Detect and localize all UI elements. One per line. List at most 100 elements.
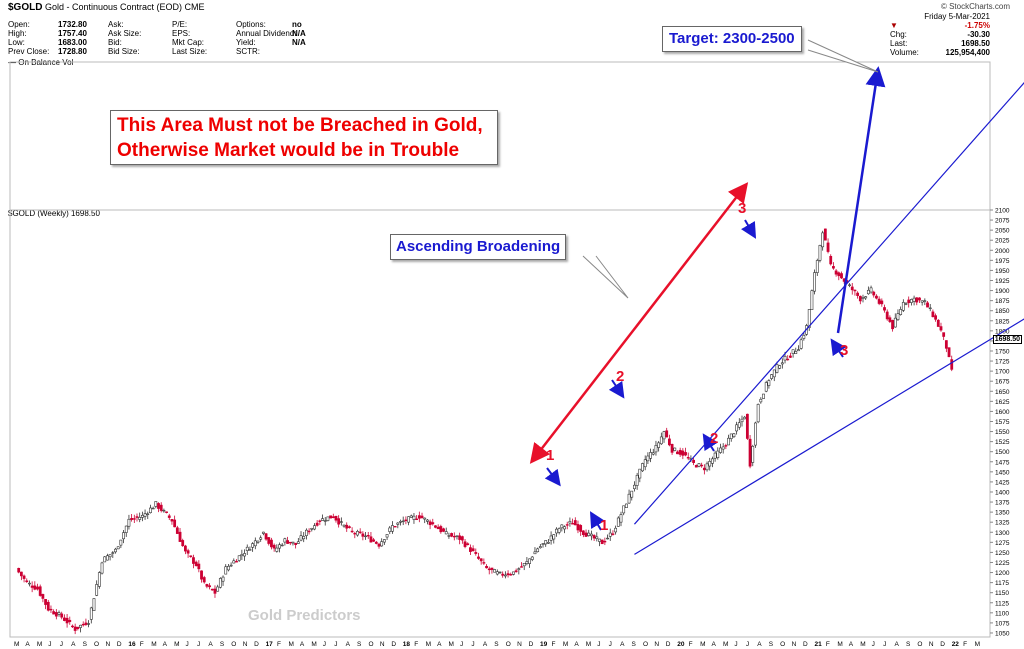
candle xyxy=(388,525,392,535)
candle xyxy=(818,244,822,263)
candle xyxy=(936,319,940,327)
candle xyxy=(399,519,402,526)
candle xyxy=(428,519,432,530)
candle xyxy=(635,472,639,490)
candle xyxy=(815,258,819,276)
candle xyxy=(568,517,572,527)
candle xyxy=(243,549,246,561)
quote-date: Friday 5-Mar-2021 xyxy=(924,12,990,21)
candle xyxy=(299,531,303,542)
field-label: Bid Size: xyxy=(108,47,140,56)
x-tick-label: F xyxy=(414,641,418,648)
candle xyxy=(907,296,911,308)
x-tick-label: A xyxy=(163,641,168,648)
candle xyxy=(678,447,682,457)
candle xyxy=(149,504,152,514)
candle xyxy=(598,538,601,547)
candle xyxy=(479,558,483,565)
x-tick-label: O xyxy=(506,641,511,648)
x-tick-label: O xyxy=(94,641,99,648)
candle xyxy=(431,518,435,526)
x-tick-label: J xyxy=(471,641,474,648)
candle xyxy=(485,564,488,569)
candle xyxy=(286,536,289,544)
candle xyxy=(200,570,203,583)
candle xyxy=(530,556,534,562)
candle xyxy=(79,624,82,633)
field-label: Last Size: xyxy=(172,47,208,56)
x-tick-label: M xyxy=(586,641,591,648)
quote-value: -30.30 xyxy=(967,30,990,39)
candle xyxy=(756,403,760,424)
y-tick-label: 1700 xyxy=(995,369,1010,376)
x-tick-label: F xyxy=(551,641,555,648)
candle xyxy=(939,322,943,332)
candle xyxy=(821,230,825,251)
candle xyxy=(700,462,704,468)
y-tick-label: 1350 xyxy=(995,510,1010,517)
x-tick-label: D xyxy=(117,641,122,648)
candle xyxy=(702,464,706,475)
candle xyxy=(447,532,451,539)
quote-value: 125,954,400 xyxy=(945,48,991,57)
candle xyxy=(227,563,230,572)
candle xyxy=(92,598,96,611)
candle xyxy=(565,521,569,530)
candle xyxy=(686,452,690,461)
candle xyxy=(624,503,628,509)
candle xyxy=(178,528,182,542)
candle xyxy=(253,537,257,550)
x-tick-label: D xyxy=(666,641,671,648)
candle xyxy=(423,517,427,524)
candle xyxy=(764,380,768,393)
price-pane xyxy=(9,209,991,638)
candle xyxy=(633,481,636,492)
candle xyxy=(681,448,685,460)
candle xyxy=(261,531,265,536)
candle xyxy=(799,337,803,350)
x-tick-label: A xyxy=(712,641,717,648)
candle xyxy=(151,506,155,510)
candle xyxy=(772,369,776,382)
x-tick-label: J xyxy=(746,641,749,648)
x-tick-label: F xyxy=(963,641,967,648)
candle xyxy=(157,502,160,513)
candle xyxy=(670,443,674,455)
candle xyxy=(240,549,244,560)
pivot-label: 1 xyxy=(600,517,608,534)
candle xyxy=(667,434,671,447)
x-tick-label: J xyxy=(60,641,63,648)
candle xyxy=(611,530,615,536)
candle xyxy=(705,461,709,472)
field-label: EPS: xyxy=(172,29,191,38)
x-tick-label: O xyxy=(368,641,373,648)
candle xyxy=(202,575,206,584)
candle xyxy=(184,544,187,555)
candle xyxy=(525,557,529,566)
candle xyxy=(275,544,279,553)
candle xyxy=(506,570,510,578)
candle xyxy=(590,530,593,541)
candle xyxy=(288,541,292,546)
candle xyxy=(646,452,650,465)
candle xyxy=(595,532,599,542)
field-label: Options: xyxy=(236,20,266,29)
candle xyxy=(111,551,115,558)
candle xyxy=(167,513,171,521)
candle xyxy=(81,621,85,627)
y-tick-label: 1250 xyxy=(995,550,1010,557)
x-tick-label: M xyxy=(700,641,705,648)
candle xyxy=(36,583,39,591)
broadening-lower-line xyxy=(634,318,1024,555)
candle xyxy=(358,528,362,534)
pivot-arrow xyxy=(544,467,561,487)
x-tick-label: 16 xyxy=(128,641,136,648)
y-tick-label: 1725 xyxy=(995,359,1010,366)
candle xyxy=(641,462,644,472)
candle xyxy=(533,547,537,555)
candle xyxy=(861,294,865,303)
candle xyxy=(579,524,583,536)
candle xyxy=(571,518,575,525)
candle xyxy=(369,531,373,543)
candle xyxy=(194,560,198,567)
